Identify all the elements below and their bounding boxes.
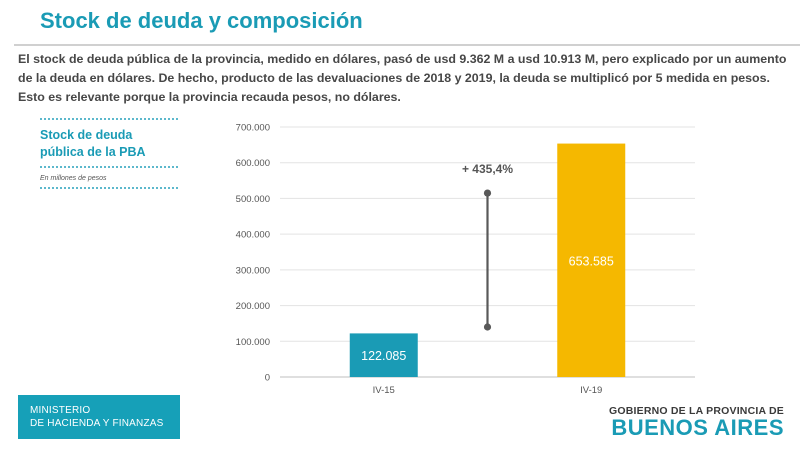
government-logo: GOBIERNO DE LA PROVINCIA DE BUENOS AIRES: [609, 405, 784, 439]
chart-caption-line-2: pública de la PBA: [40, 145, 146, 159]
debt-bar-chart: 0 100.000 200.000 300.000 400.000 500.000 600.…: [236, 123, 695, 396]
y-tick-label: 400.000: [236, 230, 270, 241]
chart-caption-title: Stock de deuda pública de la PBA: [40, 127, 178, 161]
dotted-divider-bottom: [40, 187, 178, 189]
y-tick-label: 600.000: [236, 158, 270, 169]
slide-title: Stock de deuda y composición: [40, 8, 363, 33]
growth-marker-start: [483, 323, 492, 331]
growth-annotation-label: + 435,4%: [462, 162, 513, 176]
y-tick-label: 100.000: [236, 337, 270, 348]
bar-value-label: 122.085: [361, 349, 406, 363]
y-tick-label: 500.000: [236, 194, 270, 205]
y-tick-label: 200.000: [236, 301, 270, 312]
growth-marker-end: [483, 189, 492, 197]
ministry-line-2: DE HACIENDA Y FINANZAS: [30, 418, 164, 429]
x-tick-label: IV-19: [580, 385, 602, 396]
intro-paragraph: El stock de deuda pública de la provinci…: [18, 52, 787, 104]
title-divider: [14, 44, 800, 46]
chart-units-note: En millones de pesos: [40, 175, 107, 182]
bar-value-label: 653.585: [569, 254, 614, 268]
chart-caption-panel: Stock de deuda pública de la PBA En mill…: [40, 118, 178, 189]
dotted-divider-top: [40, 118, 178, 120]
y-tick-label: 700.000: [236, 123, 270, 134]
dotted-divider-middle: [40, 166, 178, 168]
x-tick-label: IV-15: [373, 385, 395, 396]
government-logo-line-1: GOBIERNO DE LA PROVINCIA DE: [609, 405, 784, 417]
y-tick-label: 300.000: [236, 265, 270, 276]
ministry-line-1: MINISTERIO: [30, 405, 91, 416]
bar-iv-19: [557, 143, 626, 377]
ministry-badge: MINISTERIO DE HACIENDA Y FINANZAS: [18, 395, 180, 439]
chart-caption-line-1: Stock de deuda: [40, 128, 133, 142]
y-tick-label: 0: [265, 373, 270, 384]
government-logo-line-2: BUENOS AIRES: [611, 415, 784, 440]
bar-iv-15: [349, 333, 418, 377]
